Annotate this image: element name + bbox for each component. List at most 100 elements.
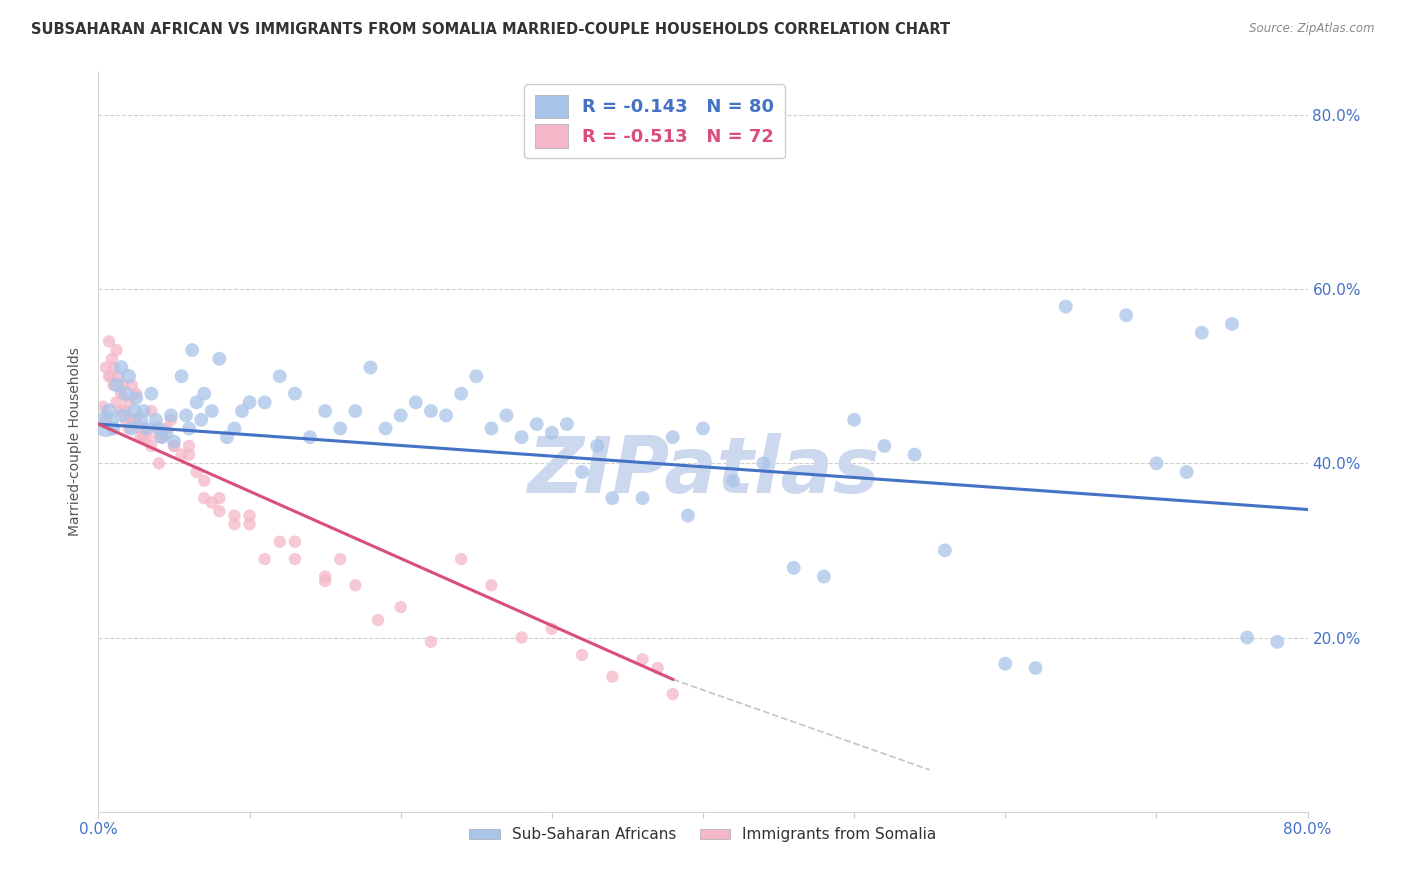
Point <box>124 413 146 427</box>
Point <box>121 421 143 435</box>
Point <box>111 378 134 392</box>
Point <box>181 343 204 357</box>
Point <box>118 421 141 435</box>
Point <box>344 404 367 418</box>
Point <box>148 430 170 444</box>
Point <box>231 404 253 418</box>
Point <box>141 404 163 418</box>
Point <box>186 465 208 479</box>
Point <box>571 465 593 479</box>
Point <box>994 657 1017 671</box>
Point <box>103 378 125 392</box>
Point <box>420 635 443 649</box>
Point <box>193 474 215 488</box>
Point <box>526 417 548 431</box>
Point <box>114 386 136 401</box>
Point <box>145 413 167 427</box>
Point <box>450 552 472 566</box>
Point <box>215 430 238 444</box>
Point <box>1175 465 1198 479</box>
Point <box>125 386 148 401</box>
Point <box>405 395 427 409</box>
Point <box>314 404 336 418</box>
Point <box>934 543 956 558</box>
Point <box>150 430 173 444</box>
Point <box>114 404 136 418</box>
Point <box>1191 326 1213 340</box>
Point <box>163 439 186 453</box>
Point <box>174 409 197 423</box>
Point <box>1054 300 1077 314</box>
Point <box>783 561 806 575</box>
Point <box>179 439 201 453</box>
Point <box>723 474 745 488</box>
Point <box>602 670 624 684</box>
Y-axis label: Married-couple Households: Married-couple Households <box>69 347 83 536</box>
Point <box>224 508 246 523</box>
Point <box>904 448 927 462</box>
Point <box>190 413 212 427</box>
Point <box>1267 635 1289 649</box>
Point <box>813 569 835 583</box>
Point <box>284 552 307 566</box>
Point <box>752 456 775 470</box>
Point <box>163 434 186 449</box>
Point <box>314 574 336 588</box>
Point <box>661 687 683 701</box>
Point <box>631 652 654 666</box>
Point <box>132 421 155 435</box>
Point <box>540 622 562 636</box>
Point <box>103 421 125 435</box>
Point <box>114 413 136 427</box>
Point <box>360 360 382 375</box>
Point <box>389 409 412 423</box>
Point <box>98 404 121 418</box>
Point <box>208 504 231 518</box>
Point <box>434 409 457 423</box>
Point <box>555 417 578 431</box>
Point <box>1220 317 1243 331</box>
Point <box>160 409 183 423</box>
Point <box>141 386 163 401</box>
Point <box>465 369 488 384</box>
Point <box>253 552 276 566</box>
Point <box>510 631 533 645</box>
Point <box>1144 456 1167 470</box>
Point <box>661 430 683 444</box>
Point <box>170 369 193 384</box>
Point <box>269 369 291 384</box>
Point <box>107 369 129 384</box>
Point <box>91 400 114 414</box>
Point <box>170 448 193 462</box>
Point <box>125 413 148 427</box>
Point <box>314 569 336 583</box>
Point <box>121 378 143 392</box>
Point <box>329 552 352 566</box>
Point <box>118 395 141 409</box>
Point <box>239 395 262 409</box>
Point <box>201 495 224 509</box>
Point <box>374 421 396 435</box>
Point <box>1236 631 1258 645</box>
Point <box>186 395 208 409</box>
Legend: Sub-Saharan Africans, Immigrants from Somalia: Sub-Saharan Africans, Immigrants from So… <box>464 822 942 848</box>
Point <box>141 439 163 453</box>
Point <box>510 430 533 444</box>
Point <box>94 360 117 375</box>
Point <box>148 421 170 435</box>
Point <box>284 386 307 401</box>
Point <box>118 369 141 384</box>
Point <box>129 430 152 444</box>
Point <box>193 491 215 505</box>
Point <box>495 409 517 423</box>
Point <box>100 369 122 384</box>
Point <box>163 439 186 453</box>
Point <box>132 404 155 418</box>
Point <box>420 404 443 418</box>
Text: ZIPatlas: ZIPatlas <box>527 434 879 509</box>
Point <box>121 413 143 427</box>
Point <box>299 430 322 444</box>
Point <box>224 517 246 532</box>
Point <box>481 578 503 592</box>
Point <box>111 409 134 423</box>
